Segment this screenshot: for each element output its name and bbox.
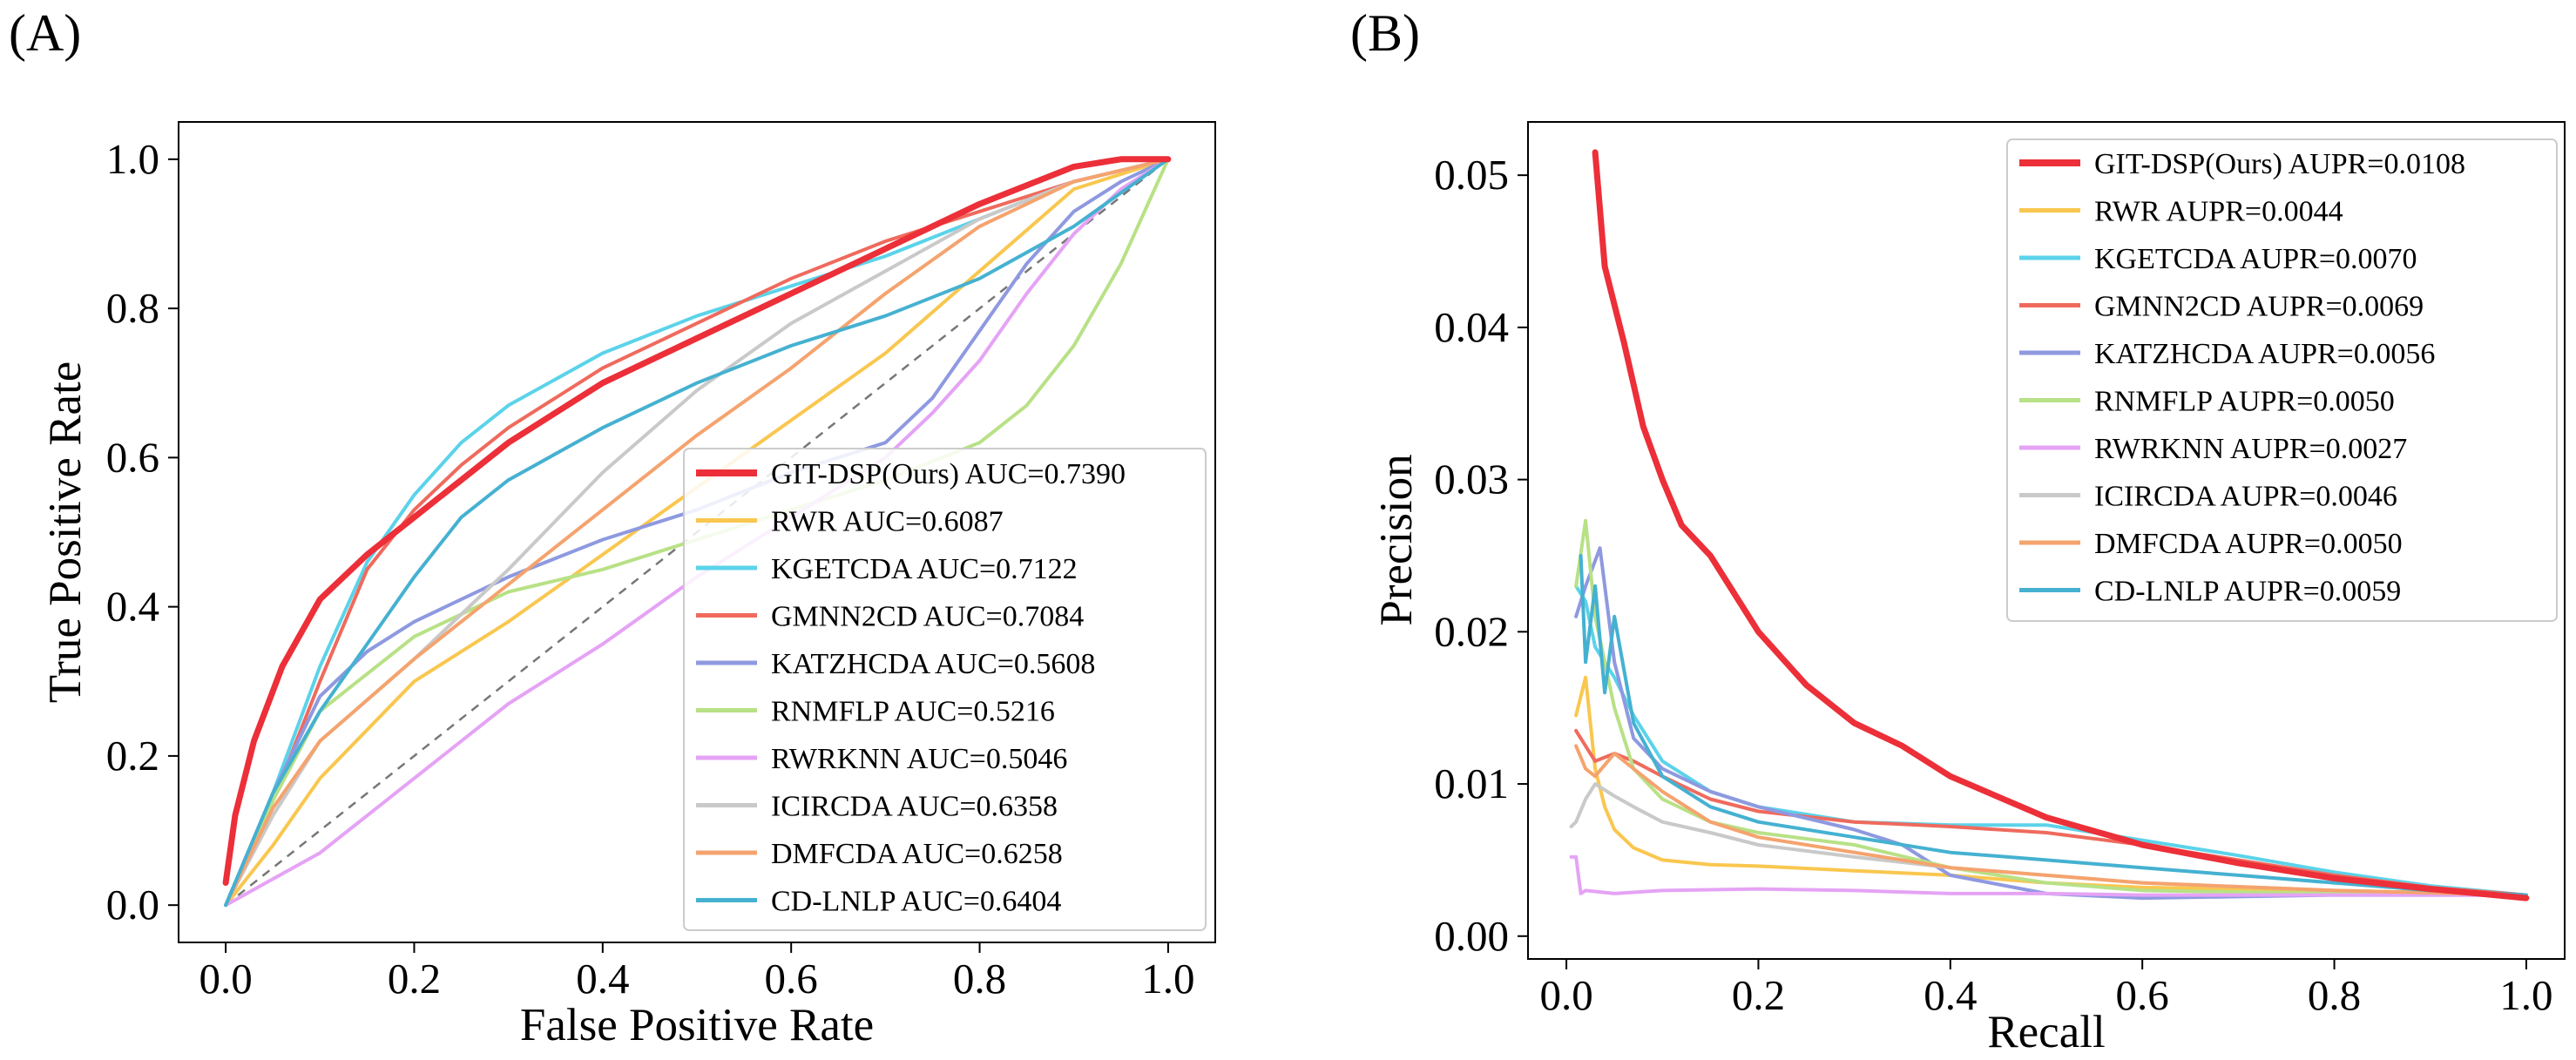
roc-legend-label-5: RNMFLP AUC=0.5216 [771, 696, 1055, 728]
pr-x-tick-label: 0.8 [2308, 971, 2361, 1019]
pr-y-tick-label: 0.01 [1434, 760, 1509, 807]
pr-legend-label-6: RWRKNN AUPR=0.0027 [2094, 433, 2407, 465]
pr-y-tick-label: 0.03 [1434, 456, 1509, 503]
pr-series-line-0 [1592, 149, 2530, 901]
pr-series-line-6 [1569, 854, 2528, 897]
pr-y-tick-label: 0.05 [1434, 151, 1509, 199]
pr-x-tick-label: 0.4 [1924, 971, 1977, 1019]
pr-legend-label-9: CD-LNLP AUPR=0.0059 [2094, 576, 2401, 608]
pr-x-tick-label: 1.0 [2499, 971, 2552, 1019]
roc-legend-label-7: ICIRCDA AUC=0.6358 [771, 791, 1058, 823]
pr-chart: 0.0 0.2 0.4 0.6 0.8 1.0 0.000.010.020.030.040… [1371, 121, 2566, 1057]
roc-y-tick-label: 0.0 [106, 881, 159, 928]
pr-x-tick-label: 0.6 [2116, 971, 2169, 1019]
roc-x-axis-label: False Positive Rate [520, 1000, 874, 1050]
roc-y-tick-label: 0.8 [106, 284, 159, 332]
roc-chart: 0.0 0.2 0.4 0.6 0.8 1.0 0.0 0.2 0.4 0.6 0.8 1.0 Fa… [40, 121, 1216, 1050]
pr-y-axis-ticks: 0.00 0.01 0.02 0.03 0.04 0.05 [1434, 151, 1528, 960]
roc-legend-label-0: GIT-DSP(Ours) AUC=0.7390 [771, 458, 1126, 490]
roc-y-axis-label: True Positive Rate [40, 361, 91, 704]
pr-series-line-8 [1574, 744, 2528, 897]
pr-plot-frame [1527, 121, 2566, 960]
roc-series-line-9 [224, 157, 1170, 908]
roc-legend-label-2: KGETCDA AUC=0.7122 [771, 553, 1078, 585]
pr-x-axis-ticks: 0.0 0.2 0.4 0.6 0.8 1.0 [1539, 959, 2553, 1019]
pr-series-line-9 [1579, 554, 2528, 897]
pr-x-tick-label: 0.2 [1732, 971, 1785, 1019]
roc-legend-label-9: CD-LNLP AUC=0.6404 [771, 886, 1061, 918]
pr-legend-label-7: ICIRCDA AUPR=0.0046 [2094, 481, 2397, 513]
roc-series-line-0 [222, 156, 1172, 886]
roc-x-tick-label: 1.0 [1141, 955, 1194, 1003]
roc-series-line-3 [224, 157, 1170, 908]
roc-series-line-1 [224, 157, 1170, 908]
panel-a-label: (A) [9, 4, 81, 62]
roc-x-axis-ticks: 0.0 0.2 0.4 0.6 0.8 1.0 [199, 942, 1195, 1003]
pr-legend-label-5: RNMFLP AUPR=0.0050 [2094, 386, 2395, 418]
pr-series-line-4 [1574, 546, 2528, 901]
roc-y-tick-label: 0.6 [106, 433, 159, 481]
pr-series-lines [1569, 149, 2530, 901]
roc-y-tick-label: 0.4 [106, 583, 159, 631]
roc-legend-label-6: RWRKNN AUC=0.5046 [771, 743, 1067, 775]
pr-legend: GIT-DSP(Ours) AUPR=0.0108 RWR AUPR=0.0044… [2006, 138, 2558, 622]
pr-y-tick-label: 0.00 [1434, 912, 1509, 960]
roc-legend-box [683, 448, 1207, 931]
pr-legend-box [2006, 138, 2558, 622]
pr-legend-label-1: RWR AUPR=0.0044 [2094, 196, 2343, 228]
roc-y-tick-label: 0.2 [106, 732, 159, 780]
roc-series-line-2 [224, 157, 1170, 908]
pr-series-line-1 [1574, 675, 2528, 897]
pr-y-tick-label: 0.04 [1434, 303, 1509, 351]
roc-x-tick-label: 0.4 [576, 955, 629, 1003]
roc-x-tick-label: 0.8 [953, 955, 1006, 1003]
pr-legend-label-0: GIT-DSP(Ours) AUPR=0.0108 [2094, 148, 2465, 180]
pr-legend-label-8: DMFCDA AUPR=0.0050 [2094, 528, 2403, 560]
roc-legend-label-3: GMNN2CD AUC=0.7084 [771, 601, 1084, 633]
roc-legend-label-4: KATZHCDA AUC=0.5608 [771, 648, 1095, 680]
roc-y-axis-ticks: 0.0 0.2 0.4 0.6 0.8 1.0 [106, 135, 179, 928]
pr-legend-label-4: KATZHCDA AUPR=0.0056 [2094, 338, 2435, 370]
roc-series-line-8 [224, 157, 1170, 908]
roc-y-tick-label: 1.0 [106, 135, 159, 183]
roc-legend-label-1: RWR AUC=0.6087 [771, 506, 1004, 538]
roc-x-tick-label: 0.6 [765, 955, 818, 1003]
pr-x-axis-label: Recall [1987, 1007, 2105, 1057]
pr-x-tick-label: 0.0 [1539, 971, 1592, 1019]
panel-b-label: (B) [1350, 4, 1420, 62]
roc-x-tick-label: 0.2 [388, 955, 441, 1003]
roc-legend-label-8: DMFCDA AUC=0.6258 [771, 838, 1063, 870]
roc-legend: GIT-DSP(Ours) AUC=0.7390 RWR AUC=0.6087 KG… [683, 448, 1207, 931]
roc-x-tick-label: 0.0 [199, 955, 252, 1003]
roc-plot-frame [178, 121, 1216, 943]
pr-y-axis-label: Precision [1371, 454, 1422, 625]
pr-legend-label-2: KGETCDA AUPR=0.0070 [2094, 243, 2417, 275]
pr-y-tick-label: 0.02 [1434, 607, 1509, 655]
pr-legend-label-3: GMNN2CD AUPR=0.0069 [2094, 291, 2424, 323]
